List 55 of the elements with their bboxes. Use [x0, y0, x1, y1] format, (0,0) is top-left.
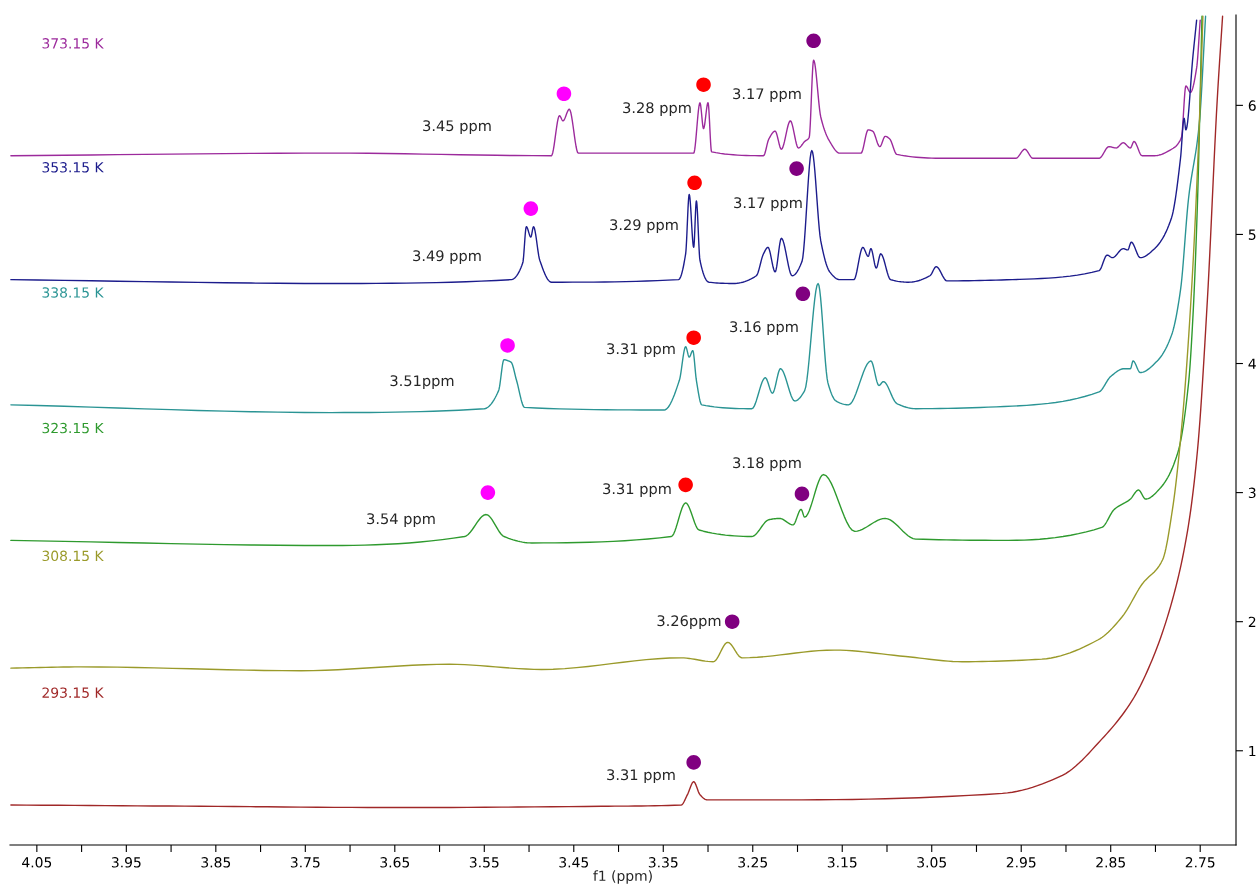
x-tick-label: 2.85 [1096, 857, 1125, 868]
point [724, 614, 740, 629]
y-tick-label: 1 [1249, 745, 1256, 757]
point [480, 485, 496, 500]
point [687, 175, 702, 191]
text: 293.15 K [42, 687, 104, 698]
point [789, 161, 804, 176]
x-axis-title: f1 (ppm) [593, 870, 652, 884]
x-tick-label: 2.95 [1006, 857, 1036, 868]
annotation: 3.29 ppm [610, 219, 678, 234]
y-tick-label: 3 [1248, 487, 1256, 499]
x-tick-label: 2.75 [1185, 857, 1215, 868]
x-tick-label: 3.35 [648, 857, 678, 868]
annotation: 3.17 ppm [734, 197, 802, 212]
annotation: 3.26ppm [657, 615, 721, 630]
point [696, 77, 711, 92]
point [795, 286, 811, 302]
point [556, 86, 572, 102]
x-tick-label: 3.85 [201, 857, 231, 868]
point [523, 201, 539, 216]
x-tick-label: 3.45 [559, 857, 589, 868]
annotation: 3.17 ppm [733, 88, 801, 103]
x-tick-label: 3.65 [380, 857, 410, 868]
y-tick-label: 4 [1248, 358, 1256, 369]
text: 373.15 K [42, 38, 104, 49]
annotation: 3.54 ppm [367, 513, 435, 528]
point [500, 338, 515, 353]
x-tick-label: 3.15 [827, 857, 857, 868]
y-tick-label: 2 [1248, 616, 1256, 627]
text: 323.15 K [42, 422, 104, 434]
point [686, 755, 701, 770]
x-tick-label: 3.55 [469, 857, 499, 868]
annotation: 3.31 ppm [607, 343, 675, 358]
annotation: 3.31 ppm [603, 483, 671, 498]
text: 338.15 K [42, 287, 104, 298]
text: 308.15 K [42, 550, 104, 562]
point [806, 33, 821, 49]
text: 353.15 K [42, 162, 104, 173]
point [686, 330, 701, 345]
annotation: 3.31 ppm [607, 769, 675, 784]
annotation: 3.49 ppm [413, 250, 481, 265]
y-tick-label: 6 [1248, 100, 1256, 111]
x-tick-label: 3.75 [290, 857, 320, 868]
point [794, 486, 810, 502]
x-tick-label: 3.05 [917, 857, 946, 868]
annotation: 3.45 ppm [423, 120, 491, 135]
x-tick-label: 4.05 [22, 857, 52, 868]
annotation: 3.18 ppm [733, 457, 801, 472]
annotation: 3.51ppm [390, 375, 454, 390]
annotation: 3.16 ppm [730, 321, 798, 336]
y-tick-label: 5 [1248, 229, 1256, 240]
annotation: 3.28 ppm [623, 102, 691, 117]
x-tick-label: 3.95 [111, 857, 141, 868]
point [678, 477, 693, 493]
x-tick-label: 3.25 [738, 857, 768, 868]
